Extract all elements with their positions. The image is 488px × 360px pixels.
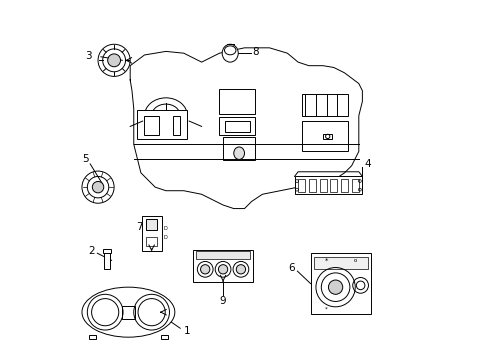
Bar bbox=[329, 179, 337, 192]
Bar bbox=[144, 116, 159, 135]
Polygon shape bbox=[130, 48, 362, 208]
Text: 5: 5 bbox=[82, 154, 89, 164]
Text: o: o bbox=[353, 258, 356, 263]
Bar bbox=[313, 257, 367, 269]
Bar bbox=[340, 179, 347, 192]
Bar bbox=[145, 237, 157, 246]
Text: *: * bbox=[325, 257, 327, 264]
Text: 7: 7 bbox=[136, 222, 142, 232]
Bar bbox=[103, 249, 110, 252]
Bar bbox=[308, 179, 315, 192]
Bar bbox=[224, 121, 249, 132]
Bar bbox=[301, 121, 347, 152]
Text: *: * bbox=[325, 306, 327, 311]
Bar bbox=[294, 176, 362, 194]
Bar bbox=[89, 336, 96, 339]
Circle shape bbox=[200, 265, 209, 274]
Bar bbox=[219, 117, 255, 135]
Bar bbox=[104, 251, 110, 269]
Ellipse shape bbox=[82, 287, 175, 337]
Bar bbox=[298, 179, 305, 192]
Text: 8: 8 bbox=[252, 47, 259, 57]
Bar bbox=[192, 249, 253, 282]
Bar bbox=[122, 306, 135, 319]
Bar bbox=[323, 134, 331, 139]
Bar bbox=[160, 336, 167, 339]
Text: 9: 9 bbox=[219, 296, 226, 306]
Bar bbox=[310, 253, 370, 314]
Text: 2: 2 bbox=[88, 246, 95, 256]
Bar bbox=[301, 94, 347, 116]
Bar bbox=[219, 89, 255, 114]
Ellipse shape bbox=[233, 147, 244, 159]
Circle shape bbox=[328, 280, 342, 294]
Bar bbox=[223, 137, 255, 160]
Text: D: D bbox=[163, 235, 166, 240]
Bar bbox=[145, 219, 157, 230]
Circle shape bbox=[92, 181, 103, 193]
Circle shape bbox=[236, 265, 245, 274]
Circle shape bbox=[218, 265, 227, 274]
Text: D: D bbox=[163, 226, 166, 231]
Bar bbox=[351, 179, 358, 192]
Bar bbox=[196, 251, 249, 258]
Bar bbox=[137, 111, 187, 139]
Text: 4: 4 bbox=[364, 159, 370, 169]
Text: 1: 1 bbox=[183, 326, 189, 336]
Circle shape bbox=[107, 54, 121, 67]
Bar bbox=[319, 179, 326, 192]
Bar bbox=[173, 116, 180, 135]
Ellipse shape bbox=[222, 44, 238, 62]
Text: 3: 3 bbox=[84, 51, 91, 61]
Bar bbox=[142, 216, 162, 251]
Text: 6: 6 bbox=[288, 262, 294, 273]
